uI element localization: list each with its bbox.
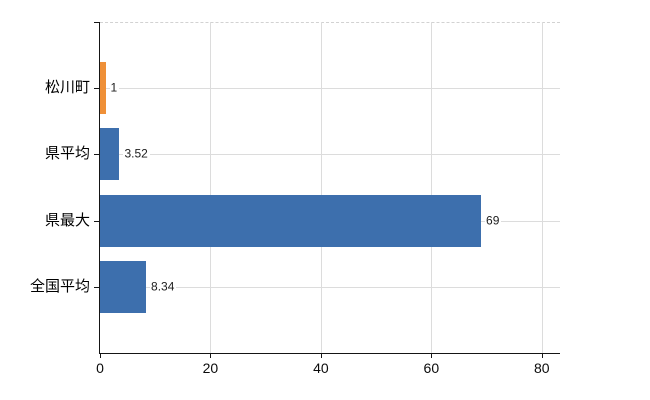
x-gridline bbox=[541, 22, 543, 353]
bar-value-label: 8.34 bbox=[150, 279, 177, 294]
bar-1 bbox=[100, 128, 120, 181]
x-tick-label: 80 bbox=[533, 360, 550, 376]
bar-value-label: 69 bbox=[485, 213, 502, 228]
x-tick-label: 0 bbox=[96, 360, 104, 376]
x-gridline bbox=[210, 22, 212, 353]
x-tick-label: 20 bbox=[202, 360, 219, 376]
y-axis-line bbox=[99, 22, 100, 354]
x-axis-tick bbox=[431, 353, 433, 358]
x-tick-label: 40 bbox=[313, 360, 329, 376]
x-gridline bbox=[320, 22, 322, 353]
x-axis-tick bbox=[100, 353, 101, 358]
plot-area: 0 20 40 60 80 松川町 1 県平均 3.52 県最大 69 全国平均 8.34 bbox=[30, 22, 560, 376]
bar-2 bbox=[100, 194, 482, 247]
category-label: 全国平均 bbox=[29, 277, 90, 295]
category-label: 県平均 bbox=[44, 145, 90, 163]
x-axis-line bbox=[99, 353, 560, 354]
y-gridline bbox=[100, 154, 560, 156]
plot-top-border bbox=[100, 22, 560, 23]
y-gridline bbox=[100, 286, 560, 288]
category-label: 松川町 bbox=[44, 78, 90, 96]
y-axis-tick bbox=[94, 286, 100, 288]
bar-3 bbox=[100, 260, 147, 313]
y-axis-tick bbox=[94, 154, 100, 156]
x-axis-tick bbox=[541, 353, 543, 358]
x-tick-label: 60 bbox=[423, 360, 440, 376]
x-axis-tick bbox=[320, 353, 322, 358]
x-axis-tick bbox=[210, 353, 212, 358]
y-axis-tick bbox=[94, 220, 100, 222]
bar-0 bbox=[100, 62, 106, 115]
x-gridline bbox=[431, 22, 433, 353]
bar-value-label: 3.52 bbox=[123, 146, 150, 161]
y-axis-end-tick bbox=[94, 22, 100, 23]
category-label: 県最大 bbox=[44, 211, 90, 229]
y-axis-tick bbox=[94, 88, 100, 90]
bar-value-label: 1 bbox=[109, 80, 120, 95]
y-gridline bbox=[100, 88, 560, 90]
